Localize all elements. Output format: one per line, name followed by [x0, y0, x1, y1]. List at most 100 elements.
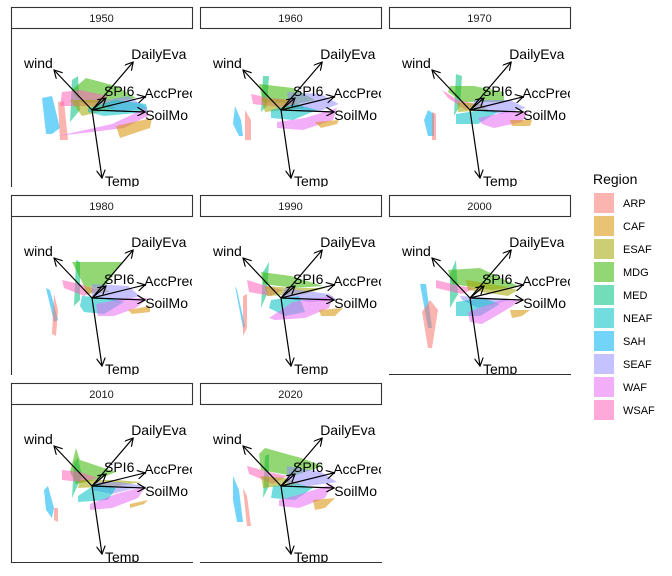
facet-plot-area: wind DailyEva SPI6 AccPrec SoilMo Temp — [10, 217, 192, 377]
facet-1960: 1960 wind DailyEva SPI6 AccPrec SoilMo Temp — [199, 6, 383, 187]
facet-strip-label: 1990 — [278, 201, 302, 213]
legend-item-caf: CAF — [594, 216, 645, 236]
hull-arp — [243, 488, 251, 526]
legend: Region ARP CAF ESAF MDG MED NEAF SAH SEAF WAF WSA… — [593, 171, 655, 420]
loading-label-spi6: SPI6 — [104, 83, 135, 99]
facet-plot-area: wind DailyEva SPI6 AccPrec SoilMo Temp — [389, 234, 571, 376]
facet-1990: 1990 wind DailyEva SPI6 AccPrec SoilMo Temp — [199, 194, 383, 375]
facet-2010: 2010 wind DailyEva SPI6 AccPrec SoilMo Temp — [10, 382, 194, 565]
loading-label-wind: wind — [212, 55, 242, 71]
legend-item-mdg: MDG — [594, 262, 649, 282]
hull-waf — [58, 108, 148, 136]
loading-arrow-wind — [432, 258, 471, 299]
legend-label: MDG — [623, 267, 649, 279]
loading-label-soilmo: SoilMo — [145, 107, 188, 123]
loading-label-wind: wind — [401, 55, 431, 71]
loading-arrow-soilmo — [469, 110, 523, 112]
legend-item-esaf: ESAF — [594, 239, 652, 259]
loading-arrow-spi6 — [91, 286, 106, 299]
hull-neaf — [456, 298, 500, 316]
loading-arrow-accprec — [469, 97, 523, 111]
facet-plot-area: wind DailyEva SPI6 AccPrec SoilMo Temp — [401, 46, 574, 189]
loading-label-accprec: AccPrec — [333, 461, 385, 477]
loading-label-dailyeva: DailyEva — [320, 234, 375, 250]
loading-arrow-spi6 — [469, 98, 484, 111]
loading-arrow-temp — [280, 109, 291, 178]
facet-2020: 2020 wind DailyEva SPI6 AccPrec SoilMo Temp — [199, 382, 385, 565]
loading-arrow-spi6 — [91, 474, 106, 487]
loading-arrow-spi6 — [280, 474, 295, 487]
loading-label-spi6: SPI6 — [482, 83, 513, 99]
hull-waf — [277, 108, 337, 130]
loading-arrow-wind — [54, 258, 93, 299]
hull-waf — [269, 296, 333, 320]
facet-strip-label: 2010 — [89, 389, 113, 401]
hull-caf — [128, 306, 150, 314]
legend-key — [594, 400, 614, 420]
legend-item-med: MED — [594, 285, 648, 305]
loading-label-temp: Temp — [294, 549, 328, 565]
legend-label: NEAF — [623, 313, 653, 325]
loading-arrow-accprec — [280, 285, 334, 299]
loading-arrow-spi6 — [91, 98, 106, 111]
loading-arrow-accprec — [280, 97, 334, 111]
legend-item-seaf: SEAF — [594, 354, 652, 374]
facet-strip — [10, 6, 194, 30]
legend-key — [594, 331, 614, 351]
legend-key — [594, 216, 614, 236]
hull-neaf — [456, 110, 498, 124]
loading-arrow-soilmo — [469, 298, 523, 300]
legend-label: ESAF — [623, 244, 652, 256]
legend-title: Region — [593, 171, 637, 187]
loading-label-temp: Temp — [105, 361, 139, 377]
facet-plot-area: wind DailyEva SPI6 AccPrec SoilMo Temp — [212, 46, 381, 187]
facet-strip-label: 2020 — [278, 389, 302, 401]
loading-label-temp: Temp — [105, 549, 139, 565]
facet-plot-area: wind DailyEva SPI6 AccPrec SoilMo Temp — [212, 234, 381, 375]
facet-strip — [199, 6, 383, 30]
loading-arrow-spi6 — [280, 286, 295, 299]
loading-arrow-wind — [243, 446, 282, 487]
loading-arrow-temp — [91, 297, 102, 366]
hull-arp — [245, 110, 251, 140]
facet-strip-label: 1960 — [278, 13, 302, 25]
loading-label-wind: wind — [212, 431, 242, 447]
hull-esaf — [466, 280, 518, 296]
facet-plot-area: wind DailyEva SPI6 AccPrec SoilMo Temp — [10, 29, 192, 189]
loading-label-dailyeva: DailyEva — [320, 422, 375, 438]
loading-label-temp: Temp — [483, 173, 517, 189]
loading-label-temp: Temp — [105, 173, 139, 189]
loading-label-dailyeva: DailyEva — [509, 234, 564, 250]
loading-label-wind: wind — [23, 431, 53, 447]
loading-label-spi6: SPI6 — [293, 83, 324, 99]
loading-label-accprec: AccPrec — [522, 85, 574, 101]
loading-arrow-wind — [243, 70, 282, 111]
hull-sah — [42, 96, 60, 134]
loading-arrow-soilmo — [91, 486, 145, 488]
loading-label-spi6: SPI6 — [293, 271, 324, 287]
legend-item-waf: WAF — [594, 377, 647, 397]
legend-key — [594, 193, 614, 213]
hull-caf — [315, 120, 339, 128]
loading-label-soilmo: SoilMo — [523, 295, 566, 311]
facet-strip — [199, 194, 383, 218]
legend-key — [594, 262, 614, 282]
facet-1980: 1980 wind DailyEva SPI6 AccPrec SoilMo Temp — [10, 194, 194, 377]
facet-strip — [199, 382, 383, 406]
loading-label-dailyeva: DailyEva — [509, 46, 564, 62]
facet-strip-label: 1950 — [89, 13, 113, 25]
hull-sah — [44, 486, 54, 518]
hull-sah — [235, 286, 245, 328]
hull-mdg — [259, 448, 323, 476]
legend-key — [594, 308, 614, 328]
loading-arrow-soilmo — [280, 486, 334, 488]
legend-label: ARP — [623, 198, 646, 210]
hull-arp — [432, 112, 436, 140]
legend-key — [594, 239, 614, 259]
hull-mdg — [448, 268, 518, 290]
loading-label-dailyeva: DailyEva — [131, 234, 186, 250]
hull-wsaf — [62, 470, 98, 482]
loading-label-soilmo: SoilMo — [334, 483, 377, 499]
facet-strip — [388, 194, 572, 218]
hull-sah — [233, 106, 243, 136]
